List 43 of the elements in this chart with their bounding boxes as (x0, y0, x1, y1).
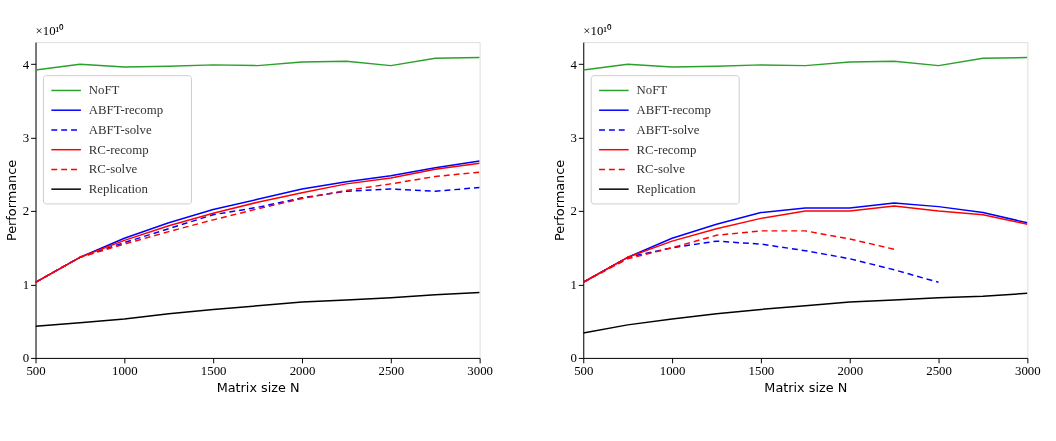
x-tick-label: 500 (574, 364, 594, 379)
x-tick-label: 1500 (200, 364, 227, 379)
x-tick-label: 3000 (467, 364, 493, 379)
x-tick-label: 500 (26, 364, 46, 379)
legend-label: ABFT-solve (636, 122, 700, 137)
line-series (35, 56, 480, 71)
y-tick-label: 0 (570, 351, 577, 366)
y-tick-label: 3 (570, 131, 577, 146)
text: ×10¹⁰ (583, 24, 613, 39)
y-axis-title: Performance (551, 159, 567, 242)
y-tick-label: 2 (22, 204, 30, 219)
x-axis-title: Matrix size N (764, 379, 848, 395)
x-tick-label: 2500 (926, 364, 952, 379)
legend-label: RC-solve (636, 162, 686, 177)
x-tick-label: 2000 (289, 364, 316, 379)
line-series (583, 56, 1028, 71)
x-tick-label: 1000 (659, 364, 686, 379)
legend-label: Replication (88, 182, 149, 197)
x-axis-title: Matrix size N (216, 379, 300, 395)
legend-label: NoFT (88, 83, 120, 98)
y-tick-label: 1 (22, 277, 30, 292)
y-tick-label: 0 (22, 351, 30, 366)
x-tick-label: 2000 (837, 364, 864, 379)
x-tick-label: 3000 (1015, 364, 1041, 379)
text: ×10¹⁰ (35, 24, 65, 39)
legend-label: RC-recomp (88, 142, 149, 157)
line-series (583, 292, 1028, 334)
x-tick-label: 2500 (378, 364, 405, 379)
legend-label: ABFT-recomp (88, 103, 164, 118)
y-tick-label: 4 (22, 57, 30, 72)
legend-label: ABFT-recomp (636, 103, 711, 118)
legend-label: NoFT (636, 83, 668, 98)
y-tick-label: 4 (570, 57, 578, 72)
y-axis-title: Performance (3, 159, 19, 242)
y-tick-label: 2 (570, 204, 577, 219)
legend-label: Replication (636, 182, 697, 197)
legend-label: RC-recomp (636, 142, 697, 157)
x-tick-label: 1000 (112, 364, 138, 379)
y-tick-label: 3 (22, 131, 30, 146)
legend-label: ABFT-solve (88, 122, 153, 137)
y-tick-label: 1 (570, 277, 577, 292)
x-tick-label: 1500 (748, 364, 775, 379)
legend-label: RC-solve (88, 162, 138, 177)
